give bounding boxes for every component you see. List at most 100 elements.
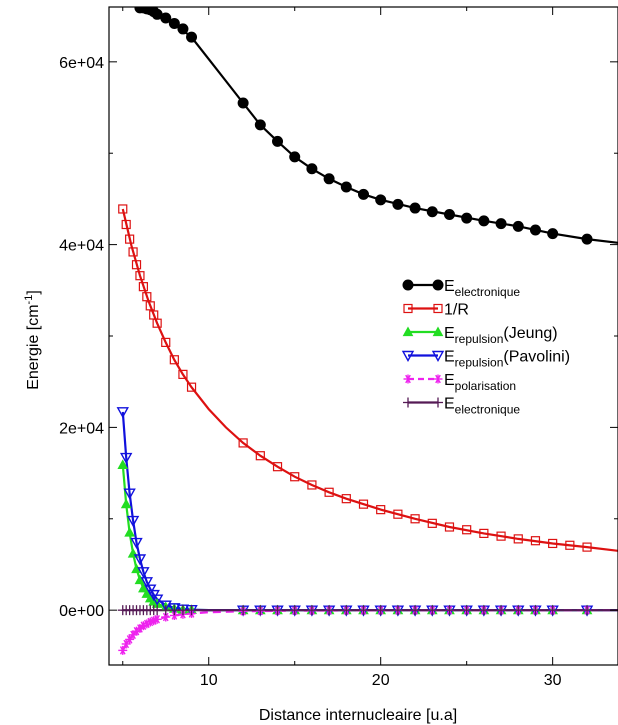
legend-marker (403, 397, 413, 408)
legend-item: Erepulsion(Pavolini) (401, 349, 570, 370)
data-point-1-r-1 (410, 514, 420, 524)
data-point-eelectronique-0 (547, 228, 559, 240)
data-point-eelectronique-5 (513, 605, 524, 616)
data-point-erepulsion-pavolini-3 (137, 567, 150, 579)
data-point-1-r-1 (145, 301, 155, 311)
x-tick-label: 10 (200, 672, 218, 689)
data-point-eelectronique-5 (324, 605, 335, 616)
y-axis-label: Energie [cm-1] (23, 290, 42, 390)
legend-marker (432, 326, 444, 337)
legend-label: Eelectronique (444, 396, 520, 417)
data-point-1-r-1 (358, 499, 369, 509)
data-point-epolarisation-4 (138, 621, 148, 631)
data-point-erepulsion-pavolini-3 (123, 488, 136, 500)
legend-marker (433, 374, 443, 384)
series-line-eelectronique-0 (139, 7, 618, 244)
series-line-1-r-1 (121, 208, 618, 552)
data-point-eelectronique-0 (409, 202, 421, 214)
legend-item: Eelectronique (402, 278, 520, 299)
y-tick-label: 6e+04 (59, 55, 104, 72)
data-point-eelectronique-5 (341, 605, 352, 616)
data-point-eelectronique-5 (272, 605, 283, 616)
data-point-1-r-1 (582, 542, 592, 552)
legend: Eelectronique 1/R Erepulsion(Jeung) Erepuls… (401, 278, 570, 417)
data-point-eelectronique-0 (495, 218, 507, 230)
legend-item: 1/R (403, 302, 469, 319)
y-tick-label: 0e+00 (59, 603, 104, 620)
data-point-erepulsion-pavolini-3 (144, 584, 157, 596)
data-point-1-r-1 (161, 337, 171, 347)
legend-item: Eelectronique (403, 396, 520, 417)
data-point-eelectronique-0 (289, 151, 301, 163)
legend-label: Epolarisation (444, 372, 516, 393)
data-point-1-r-1 (125, 234, 135, 244)
data-point-1-r-1 (142, 292, 152, 302)
data-point-eelectronique-0 (478, 215, 490, 227)
data-point-eelectronique-5 (478, 605, 489, 616)
data-point-1-r-1 (530, 536, 541, 546)
data-point-1-r-1 (290, 472, 300, 482)
data-point-eelectronique-5 (186, 605, 197, 616)
data-point-epolarisation-4 (161, 612, 171, 622)
data-point-eelectronique-0 (340, 181, 352, 193)
data-point-eelectronique-0 (461, 212, 473, 224)
data-point-1-r-1 (548, 538, 558, 549)
data-point-eelectronique-5 (444, 605, 455, 616)
data-point-eelectronique-0 (177, 23, 189, 35)
data-point-1-r-1 (178, 369, 188, 379)
data-point-eelectronique-5 (530, 605, 541, 616)
data-point-eelectronique-0 (392, 198, 404, 210)
series-line-erepulsion-jeung-2 (121, 464, 618, 612)
x-tick-label: 30 (544, 672, 562, 689)
legend-label: Erepulsion(Jeung) (444, 325, 558, 346)
data-point-eelectronique-5 (306, 605, 317, 616)
data-point-epolarisation-4 (152, 614, 162, 624)
data-point-eelectronique-0 (581, 233, 593, 245)
x-axis-label: Distance internucleaire [u.a] (259, 707, 457, 724)
data-point-erepulsion-pavolini-3 (140, 577, 154, 589)
data-point-eelectronique-5 (392, 605, 403, 616)
data-point-erepulsion-pavolini-3 (159, 600, 172, 612)
data-point-eelectronique-5 (160, 605, 171, 616)
data-point-erepulsion-pavolini-3 (126, 515, 140, 528)
data-point-eelectronique-5 (169, 605, 180, 616)
legend-marker (402, 279, 414, 291)
y-tick-label: 2e+04 (59, 420, 104, 437)
data-point-eelectronique-5 (461, 605, 472, 616)
y-tick-label: 4e+04 (59, 238, 104, 255)
series-line-epolarisation-4 (121, 609, 618, 651)
data-point-eelectronique-5 (152, 605, 163, 616)
data-point-eelectronique-5 (496, 605, 507, 616)
data-point-1-r-1 (307, 480, 317, 490)
data-point-1-r-1 (272, 462, 283, 472)
data-point-1-r-1 (376, 505, 386, 515)
legend-label: Eelectronique (444, 278, 520, 299)
data-point-1-r-1 (341, 494, 351, 504)
data-point-eelectronique-0 (512, 220, 524, 232)
data-point-erepulsion-jeung-2 (117, 459, 129, 469)
legend-marker (401, 350, 415, 362)
data-point-erepulsion-pavolini-3 (168, 603, 181, 615)
data-point-eelectronique-5 (177, 605, 188, 616)
data-point-1-r-1 (565, 540, 575, 550)
legend-marker (402, 326, 414, 337)
data-point-eelectronique-5 (547, 605, 558, 616)
data-point-1-r-1 (118, 204, 128, 214)
data-point-eelectronique-0 (323, 173, 335, 185)
data-point-1-r-1 (427, 518, 437, 528)
legend-marker (433, 303, 443, 314)
data-point-eelectronique-0 (358, 188, 369, 200)
data-point-eelectronique-0 (426, 206, 438, 218)
x-tick-label: 20 (372, 672, 390, 689)
data-point-eelectronique-5 (255, 605, 266, 616)
legend-item: Epolarisation (403, 372, 516, 393)
data-point-eelectronique-5 (375, 605, 386, 616)
data-point-eelectronique-0 (160, 12, 172, 24)
data-point-1-r-1 (131, 260, 142, 270)
data-point-erepulsion-pavolini-3 (133, 554, 147, 566)
data-point-eelectronique-5 (358, 605, 369, 616)
legend-marker (403, 374, 413, 384)
legend-marker (431, 350, 445, 362)
data-point-eelectronique-0 (375, 194, 387, 206)
